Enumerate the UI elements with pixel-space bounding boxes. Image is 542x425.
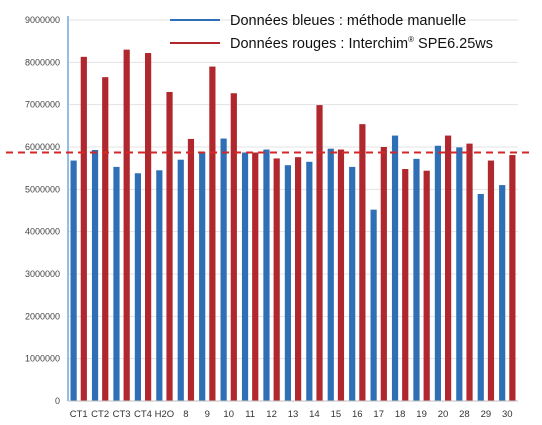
x-tick-label: 28 (459, 409, 470, 420)
bar-red (487, 160, 495, 401)
bar-blue (70, 160, 77, 401)
bar-blue (134, 173, 141, 401)
bar-blue (220, 138, 227, 402)
legend-label-blue: Données bleues : méthode manuelle (230, 13, 466, 29)
bar-red (380, 147, 387, 401)
bar-blue (391, 135, 399, 401)
bar-red (230, 93, 237, 401)
bar-red (359, 124, 366, 401)
bar-blue (177, 159, 184, 401)
x-tick-label: 11 (245, 409, 255, 420)
x-tick-label: 20 (438, 409, 449, 420)
bar-blue (370, 209, 377, 401)
bar-red (273, 158, 280, 401)
x-tick-label: 15 (331, 409, 342, 420)
bar-blue (349, 166, 356, 401)
y-tick-label: 5000000 (25, 184, 60, 194)
bar-blue (91, 149, 99, 401)
bar-blue (284, 165, 291, 401)
x-tick-label: 14 (309, 409, 320, 420)
y-tick-label: 0 (55, 396, 60, 406)
x-tick-label: 29 (481, 409, 492, 420)
x-tick-label: 10 (223, 409, 234, 420)
x-tick-label: 18 (395, 409, 406, 420)
bar-blue (199, 152, 206, 401)
bar-blue (156, 170, 163, 401)
bar-blue (241, 152, 249, 401)
bar-red (295, 157, 302, 401)
bar-red (402, 169, 409, 401)
y-tick-label: 7000000 (25, 100, 60, 110)
axes (67, 16, 518, 402)
bar-blue (113, 166, 120, 401)
y-tick-label: 2000000 (25, 311, 60, 321)
x-tick-label: 8 (183, 409, 188, 420)
legend: Données bleues : méthode manuelle Donnée… (170, 13, 493, 52)
bar-red (166, 91, 173, 401)
x-tick-label: 16 (352, 409, 363, 420)
bar-blue (413, 158, 420, 401)
x-tick-label: 19 (416, 409, 427, 420)
bar-blue (499, 185, 506, 401)
bars (70, 49, 516, 402)
bar-red (145, 53, 152, 402)
bar-blue (306, 161, 313, 401)
x-tick-label: CT2 (91, 409, 109, 420)
bar-red (316, 105, 323, 401)
bar-blue (456, 147, 463, 401)
x-tick-label: 12 (266, 409, 277, 420)
bar-blue (477, 193, 484, 401)
y-tick-label: 9000000 (25, 15, 60, 25)
x-tick-label: CT4 (134, 409, 152, 420)
y-tick-label: 6000000 (25, 142, 60, 152)
x-tick-label: 13 (288, 409, 299, 420)
y-tick-label: 3000000 (25, 269, 60, 279)
gridlines (68, 19, 518, 360)
bar-red (187, 138, 195, 401)
bar-blue (263, 149, 270, 401)
bar-red (423, 170, 430, 401)
bar-red (445, 135, 452, 401)
x-tick-label: CT3 (113, 409, 131, 420)
bar-blue (327, 148, 334, 401)
bar-red (466, 143, 473, 401)
y-tick-label: 4000000 (25, 227, 60, 237)
x-tick-label: 30 (502, 409, 513, 420)
x-tick-label: CT1 (70, 409, 88, 420)
y-tick-label: 8000000 (25, 57, 60, 67)
bar-blue (434, 145, 441, 401)
bar-red (252, 152, 259, 401)
x-axis-ticks: CT1 CT2 CT3 CT4 H2O 8 9 10 11 12 13 14 15 16 17 18 19 20 2… (70, 409, 513, 420)
bar-red (102, 77, 109, 402)
legend-label-red: Données rouges : Interchim® SPE6.25ws (230, 35, 493, 52)
bar-red (209, 66, 216, 402)
bar-red (337, 149, 345, 401)
x-tick-label: 9 (205, 409, 210, 420)
y-axis-ticks: 0 1000000 2000000 3000000 4000000 5000000 6000… (25, 15, 60, 406)
bar-red (123, 49, 130, 402)
y-tick-label: 1000000 (25, 354, 60, 364)
bar-red (509, 155, 516, 401)
x-tick-label: 17 (373, 409, 384, 420)
bar-red (80, 56, 87, 402)
x-tick-label: H2O (155, 409, 175, 420)
